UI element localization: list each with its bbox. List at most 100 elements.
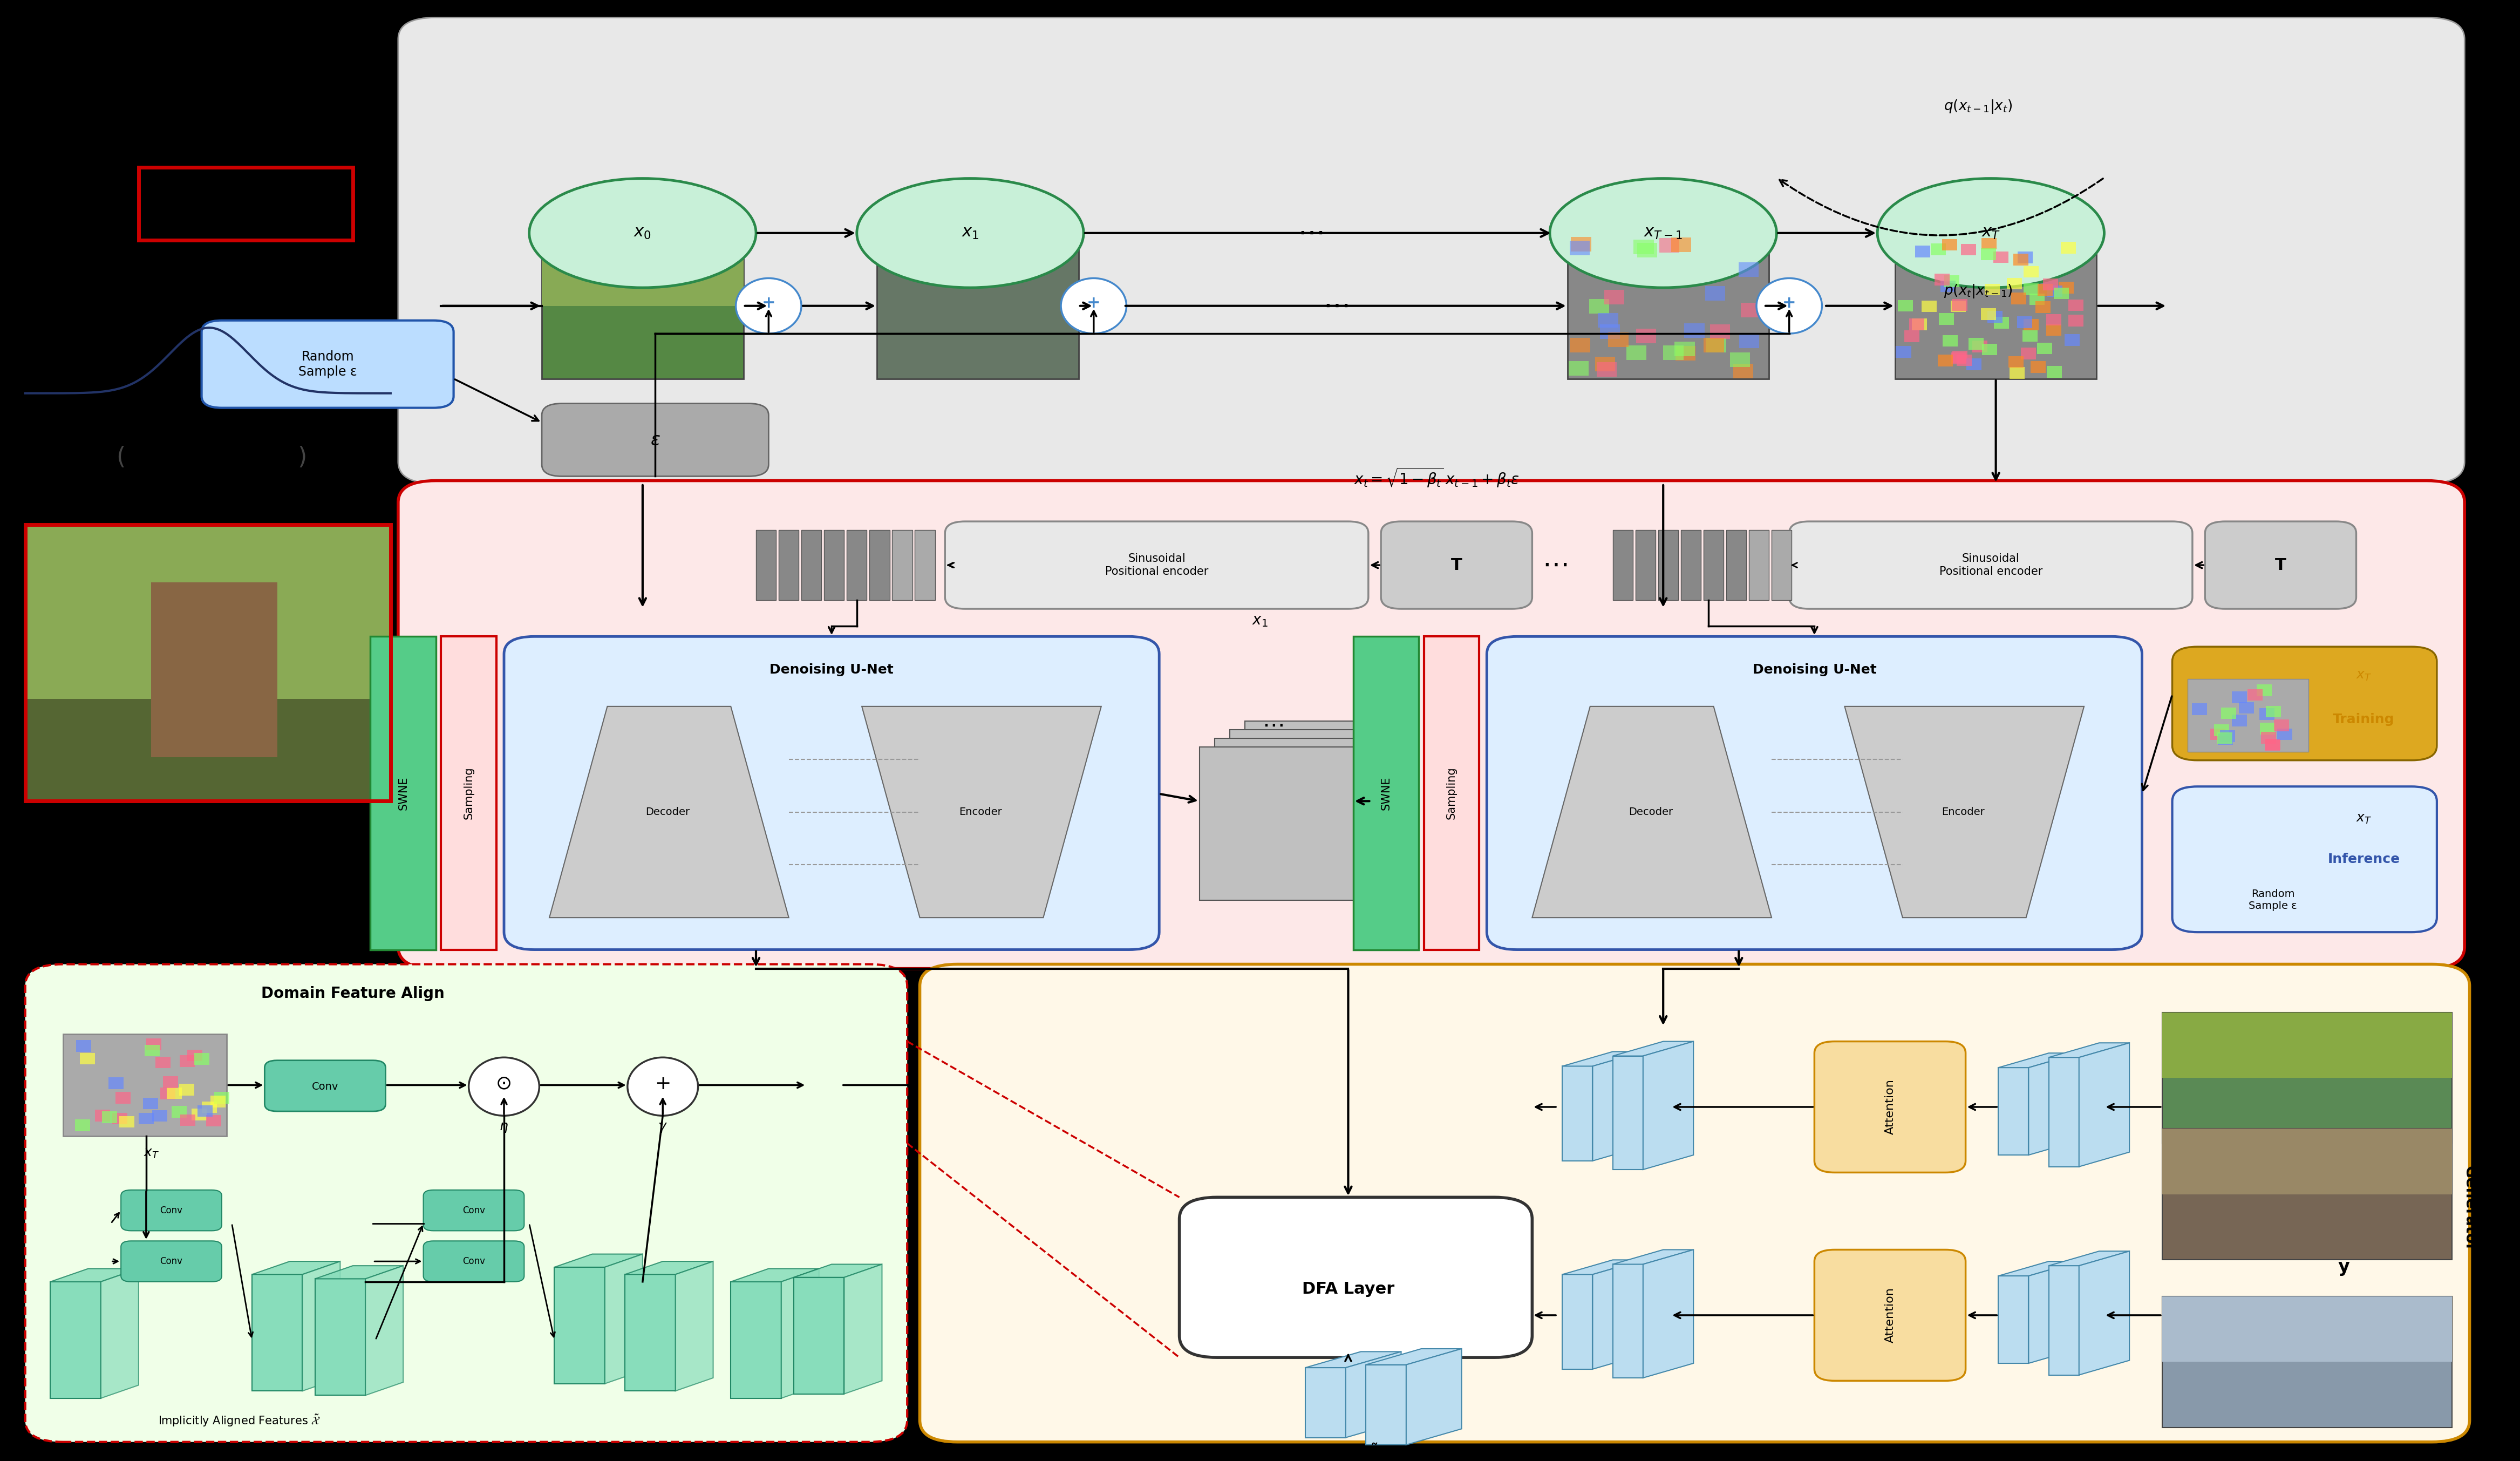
Bar [1986,283,2001,295]
Bar [441,637,496,950]
FancyBboxPatch shape [2172,786,2437,932]
Bar [1671,238,1691,253]
Ellipse shape [1061,278,1126,333]
Bar [1608,333,1628,348]
Bar [179,1115,194,1126]
Bar [2013,254,2029,266]
Bar [2162,1296,2452,1427]
Polygon shape [2079,1043,2129,1167]
Polygon shape [1845,707,2084,918]
Ellipse shape [627,1058,698,1116]
Bar [144,1097,159,1109]
Bar [1943,335,1958,346]
Text: $x_T$: $x_T$ [2356,812,2371,825]
Bar [2220,707,2235,719]
Bar [794,1277,844,1394]
FancyBboxPatch shape [920,964,2470,1442]
Bar [1230,729,1401,882]
FancyArrowPatch shape [1779,178,2104,235]
Text: $x_{T-1}$: $x_{T-1}$ [1643,225,1683,241]
Bar [2162,1012,2452,1078]
Text: Conv: Conv [161,1256,181,1267]
Bar [1704,337,1724,352]
Bar [1704,530,1724,600]
Text: Attention: Attention [1885,1080,1895,1135]
Bar [1945,275,1961,286]
Text: $\tilde{x}$: $\tilde{x}$ [1368,1445,1378,1460]
Bar [81,1053,96,1065]
Bar [161,1088,176,1099]
Bar [151,583,277,757]
Bar [108,1077,123,1088]
Text: Random
Sample ε: Random Sample ε [2248,890,2298,912]
Bar [1353,637,1419,950]
Bar [1658,238,1678,253]
Bar [1726,530,1746,600]
Polygon shape [1643,1042,1693,1170]
Bar [877,234,1079,378]
Bar [1895,346,1910,358]
Bar [1676,342,1696,356]
Bar [1245,720,1416,874]
Bar [252,1274,302,1391]
Text: $\epsilon$: $\epsilon$ [650,431,660,449]
Bar [1923,301,1938,313]
Bar [207,1115,222,1126]
FancyBboxPatch shape [1814,1042,1966,1173]
Bar [25,524,391,801]
Bar [1605,289,1625,304]
Bar [1424,637,1479,950]
Polygon shape [1613,1042,1693,1056]
Bar [1734,364,1754,378]
Bar [209,1096,224,1107]
Bar [2024,318,2039,330]
Bar [1739,333,1759,348]
Bar [1613,530,1633,600]
Bar [2046,285,2061,297]
Bar [2265,706,2281,717]
Bar [1968,337,1983,349]
Text: Inference: Inference [2328,853,2399,866]
Bar [1950,352,1966,364]
Text: Denoising U-Net: Denoising U-Net [769,663,895,676]
Bar [1940,281,1956,292]
Ellipse shape [1756,278,1822,333]
Bar [1633,240,1653,254]
Bar [1913,318,1928,330]
Polygon shape [1998,1053,2079,1068]
Polygon shape [2049,1043,2129,1058]
Polygon shape [625,1261,713,1274]
Polygon shape [605,1254,643,1384]
Bar [2218,733,2233,745]
Bar [1215,738,1386,891]
Bar [63,1034,227,1137]
Polygon shape [1593,1052,1643,1161]
Bar [2049,1058,2079,1167]
Text: $q(x_{t-1}|x_t)$: $q(x_{t-1}|x_t)$ [1943,98,2013,115]
Bar [1706,337,1726,352]
Bar [1993,251,2008,263]
Text: $x_1$: $x_1$ [963,225,978,241]
Polygon shape [1613,1249,1693,1264]
Bar [2054,288,2069,300]
Polygon shape [1562,1259,1643,1274]
Text: T: T [2276,557,2286,573]
Bar [2059,282,2074,294]
FancyBboxPatch shape [25,964,907,1442]
Bar [118,1116,134,1128]
Bar [1988,311,2003,323]
Bar [2039,283,2054,295]
Text: ⊙: ⊙ [496,1074,512,1093]
Text: Conv: Conv [312,1081,338,1091]
Bar [1706,286,1726,301]
Bar [370,637,436,950]
Bar [1749,530,1769,600]
Text: SWNE: SWNE [398,776,408,809]
Bar [2162,1012,2452,1144]
Text: y: y [2339,1258,2349,1275]
Text: Conv: Conv [464,1205,484,1216]
FancyBboxPatch shape [121,1189,222,1230]
Text: $\eta$: $\eta$ [499,1121,509,1134]
Text: +: + [655,1074,670,1093]
Bar [179,1084,194,1096]
